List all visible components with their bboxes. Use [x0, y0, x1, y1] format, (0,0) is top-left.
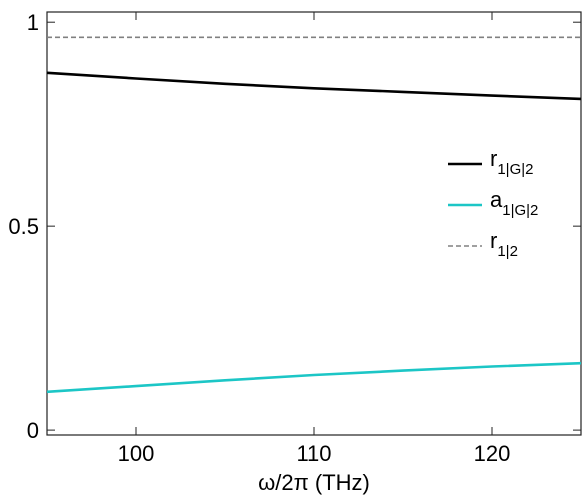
legend: r1|G|2 a1|G|2 r1|2 — [448, 146, 538, 260]
x-tick-label: 110 — [296, 441, 331, 466]
x-tick-label: 100 — [118, 441, 155, 466]
plot-border — [46, 11, 582, 436]
series-layer — [46, 36, 582, 394]
plot-frame — [46, 11, 582, 436]
series-line-2 — [46, 361, 582, 394]
y-tick-label: 1 — [27, 10, 39, 35]
x-tick-label: 120 — [474, 441, 511, 466]
legend-label-1: r1|G|2 — [490, 146, 533, 178]
y-tick-label: 0.5 — [8, 214, 39, 239]
legend-label-3: r1|2 — [490, 228, 518, 260]
x-axis-title: ω/2π (THz) — [258, 470, 370, 495]
series-line-1 — [46, 71, 582, 101]
legend-label-2: a1|G|2 — [490, 187, 538, 219]
ticks-layer: 100 110 120 0 0.5 1 — [8, 10, 581, 466]
y-tick-label: 0 — [27, 418, 39, 443]
